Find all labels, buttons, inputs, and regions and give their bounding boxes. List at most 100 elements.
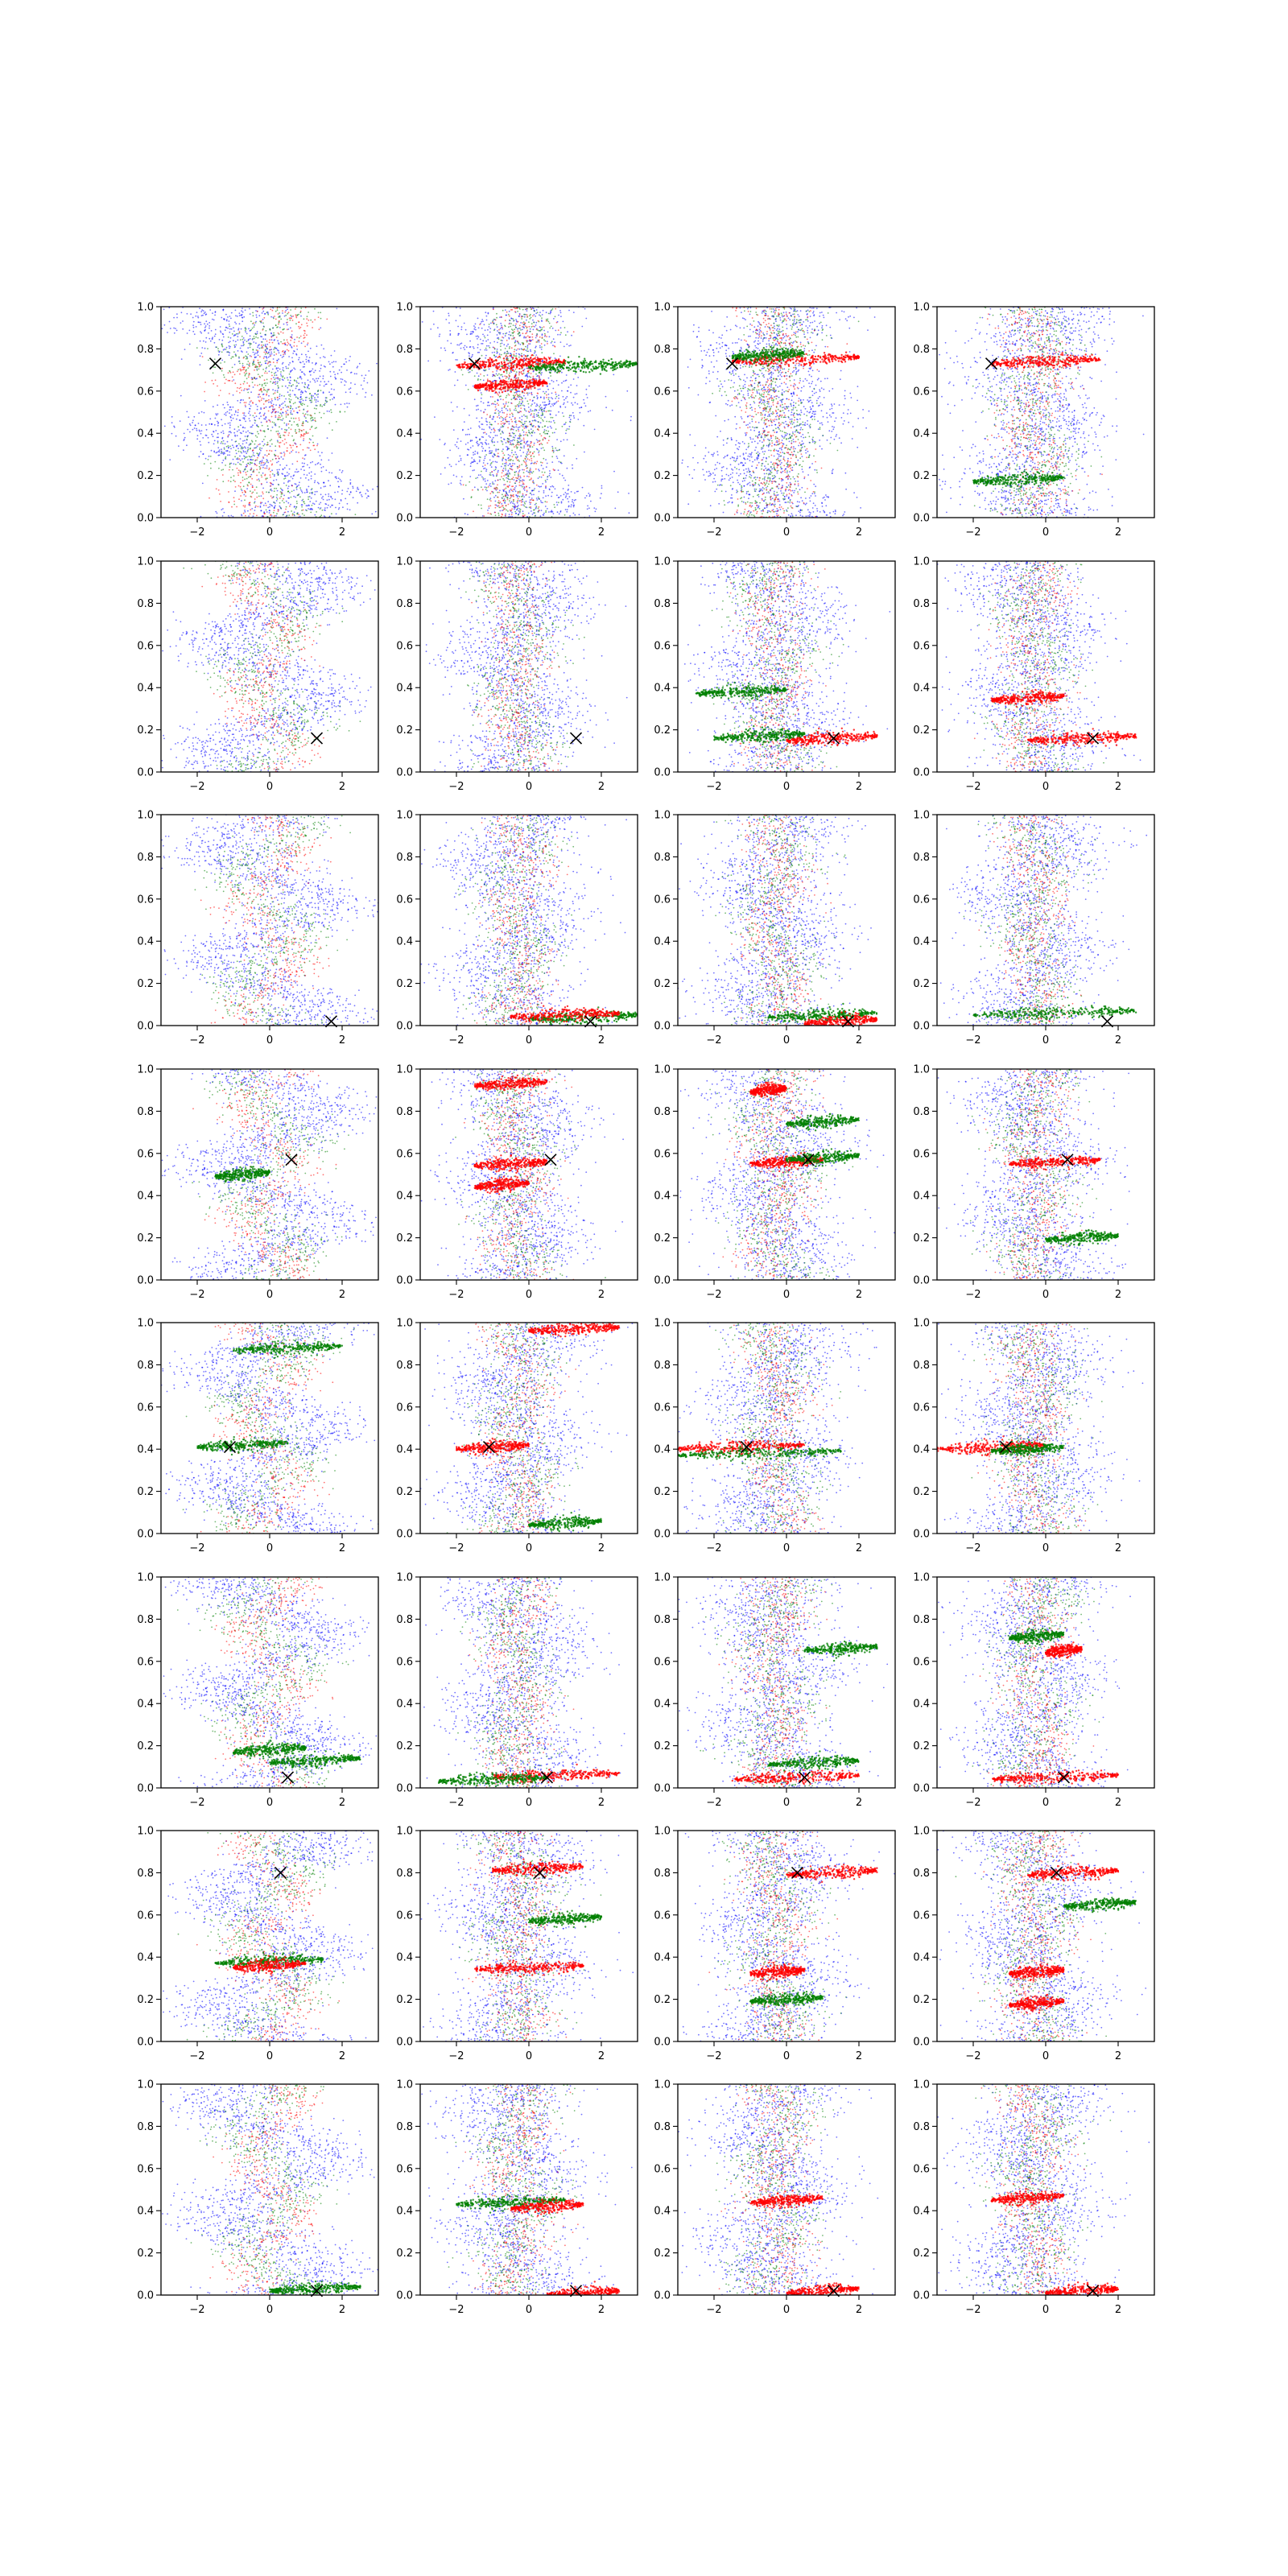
cluster-point [522, 361, 524, 362]
scatter-point [220, 326, 221, 328]
scatter-point [447, 341, 448, 342]
scatter-point [539, 427, 540, 428]
scatter-point [270, 504, 271, 506]
scatter-point [257, 369, 258, 371]
scatter-point [359, 492, 361, 493]
scatter-point [263, 462, 265, 464]
scatter-point [527, 336, 529, 337]
scatter-point [221, 425, 223, 427]
scatter-point [300, 402, 302, 404]
scatter-point [439, 333, 440, 335]
scatter-point [215, 413, 217, 415]
scatter-point [249, 365, 250, 366]
scatter-point [339, 507, 341, 509]
scatter-point [331, 505, 332, 506]
scatter-point [525, 314, 526, 316]
scatter-point [511, 347, 513, 349]
scatter-point [303, 510, 304, 511]
scatter-point [508, 378, 510, 380]
scatter-point [488, 506, 489, 507]
scatter-point [279, 497, 281, 499]
scatter-point [274, 490, 275, 492]
scatter-point [515, 490, 517, 492]
scatter-point [543, 339, 545, 341]
scatter-point [314, 480, 316, 481]
scatter-point [349, 402, 350, 404]
scatter-point [279, 464, 281, 466]
scatter-point [510, 369, 512, 371]
scatter-point [266, 379, 268, 381]
scatter-point [286, 430, 287, 431]
scatter-point [483, 432, 485, 434]
scatter-point [204, 312, 205, 314]
scatter-point [224, 318, 225, 320]
scatter-point [449, 330, 451, 332]
scatter-point [569, 496, 571, 497]
scatter-point [287, 410, 288, 411]
scatter-point [237, 370, 238, 372]
scatter-point [333, 361, 335, 362]
scatter-point [283, 395, 285, 397]
scatter-point [280, 374, 282, 375]
scatter-point [464, 421, 465, 423]
scatter-point [503, 468, 505, 469]
scatter-point [560, 327, 562, 328]
scatter-point [328, 361, 330, 363]
scatter-point [531, 460, 533, 462]
scatter-point [237, 415, 238, 416]
scatter-point [500, 374, 502, 376]
scatter-point [304, 492, 306, 493]
scatter-point [504, 463, 506, 464]
scatter-point [253, 341, 254, 343]
scatter-point [519, 492, 521, 493]
scatter-point [523, 354, 525, 356]
scatter-point [515, 392, 517, 394]
scatter-point [252, 415, 254, 417]
scatter-point [288, 485, 290, 487]
scatter-point [511, 421, 513, 423]
scatter-point [551, 397, 552, 398]
scatter-point [341, 472, 343, 473]
scatter-point [270, 471, 271, 473]
scatter-point [490, 485, 492, 487]
scatter-point [548, 440, 550, 441]
scatter-point [275, 311, 277, 312]
scatter-point [448, 369, 449, 371]
scatter-point [498, 332, 500, 334]
scatter-point [266, 351, 267, 353]
scatter-point [256, 353, 258, 354]
scatter-point [328, 480, 329, 481]
scatter-point [193, 416, 195, 418]
scatter-point [484, 324, 485, 325]
scatter-point [237, 468, 238, 469]
scatter-point [300, 469, 302, 470]
scatter-point [515, 407, 517, 409]
scatter-point [540, 316, 542, 317]
scatter-point [320, 464, 321, 465]
scatter-point [526, 401, 528, 402]
scatter-point [493, 319, 495, 320]
scatter-point [254, 354, 255, 356]
scatter-point [514, 325, 516, 327]
scatter-point [521, 502, 522, 503]
scatter-point [278, 313, 279, 315]
scatter-point [232, 333, 233, 335]
scatter-point [513, 489, 514, 490]
scatter-point [543, 397, 545, 398]
scatter-point [235, 450, 237, 452]
scatter-point [439, 439, 440, 440]
scatter-point [509, 490, 510, 492]
scatter-point [485, 329, 486, 331]
scatter-point [558, 315, 559, 316]
scatter-point [316, 501, 317, 502]
scatter-point [167, 332, 168, 333]
scatter-point [514, 446, 515, 448]
scatter-point [295, 471, 296, 473]
scatter-point [563, 381, 564, 382]
scatter-point [308, 384, 309, 386]
scatter-point [560, 341, 562, 343]
scatter-point [535, 507, 537, 509]
scatter-point [497, 334, 498, 336]
scatter-point [507, 499, 509, 501]
scatter-point [295, 402, 296, 403]
